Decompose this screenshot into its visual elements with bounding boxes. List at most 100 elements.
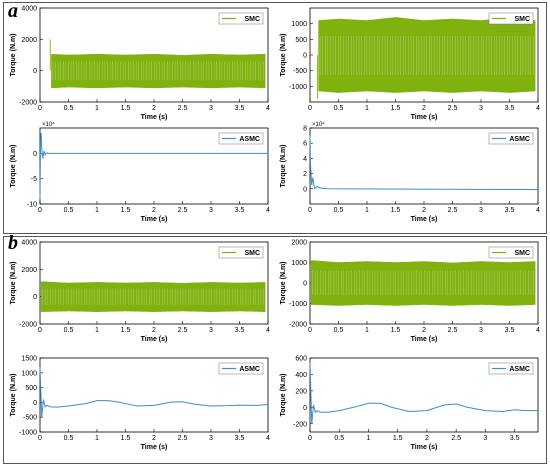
x-tick-label: 0.5 [64,435,74,442]
x-tick-label: 0.5 [64,327,74,334]
series-line-asmc [309,362,538,424]
y-tick-label: 1000 [291,260,307,267]
x-tick-label: 2.5 [178,327,188,334]
x-tick-label: 3.5 [235,327,245,334]
y-tick-label: 8 [303,126,307,133]
y-tick-label: 0 [33,151,37,158]
y-tick-label: 2000 [21,37,37,44]
legend-entry: SMC [514,16,530,23]
y-tick-label: 1000 [21,370,37,377]
legend-entry: SMC [514,250,530,257]
y-axis-label: Torque (N.m) [280,33,287,76]
x-tick-label: 1.5 [391,327,401,334]
x-tick-label: 4 [536,207,540,214]
legend-box [488,246,534,259]
x-tick-label: 3 [209,435,213,442]
x-tick-label: 2.5 [178,105,188,112]
y-tick-label: 400 [295,372,307,379]
legend-box [218,12,264,25]
y-axis-label: Torque (N.m) [10,33,17,76]
y-exponent-label: ×10⁴ [312,121,325,128]
y-tick-label: 6 [303,141,307,148]
x-axis-label: Time (s) [411,336,438,343]
y-tick-label: 2 [303,171,307,178]
y-tick-label: -2000 [289,322,307,329]
chart-b-bottom-left: 0 0.5 1 1.5 2 2.5 3 3.5 4 -1000 -500 0 500 1000 1500 Ti… [10,356,270,452]
x-tick-label: 3 [483,435,487,442]
legend-entry: ASMC [239,366,260,373]
series-line-asmc [39,133,268,199]
x-tick-label: 0 [38,105,42,112]
legend-entry: SMC [244,250,260,257]
y-tick-label: -2000 [19,100,37,107]
x-tick-label: 3.5 [235,207,245,214]
x-tick-label: 2.5 [448,207,458,214]
panel-b-letter: b [8,232,18,254]
x-tick-label: 0 [308,435,312,442]
y-tick-label: 1000 [291,21,307,28]
chart-a-bottom-right: 0 0.5 1 1.5 2 2.5 3 3.5 4 0 2 4 6 8 ×10⁴ Time (s) Torque… [280,121,540,223]
x-tick-label: 1 [95,435,99,442]
y-tick-label: 0 [33,68,37,75]
x-tick-label: 1 [365,327,369,334]
y-tick-label: 200 [295,388,307,395]
y-tick-label: 0 [303,405,307,412]
y-tick-label: 0 [303,281,307,288]
x-tick-label: 0 [38,327,42,334]
x-tick-label: 0 [38,435,42,442]
x-tick-label: 0.5 [334,435,344,442]
x-tick-label: 4 [266,435,270,442]
x-tick-label: 2 [422,207,426,214]
series-line-asmc [39,366,269,418]
panel-a-letter: a [8,0,18,22]
legend-entry: ASMC [239,136,260,143]
y-tick-label: 0 [303,186,307,193]
x-tick-label: 2 [152,105,156,112]
y-tick-label: 500 [295,37,307,44]
x-tick-label: 0.5 [334,207,344,214]
x-tick-label: 2 [422,327,426,334]
x-tick-label: 1 [367,435,371,442]
x-tick-label: 2 [152,327,156,334]
y-tick-label: 4000 [21,6,37,13]
x-tick-label: 3 [479,327,483,334]
x-tick-label: 2.5 [178,207,188,214]
x-tick-label: 2 [425,435,429,442]
x-tick-label: 4 [266,105,270,112]
series-band-smc [51,53,266,89]
legend-box [218,132,264,145]
y-tick-label: 600 [295,356,307,363]
y-tick-label: 4 [303,156,307,163]
x-tick-label: 1 [365,105,369,112]
y-tick-label: -200 [293,421,307,428]
legend-entry: SMC [244,16,260,23]
panel-b-frame [3,236,547,464]
legend-box [488,132,534,145]
x-tick-label: 4 [266,327,270,334]
panel-a-frame [3,2,547,234]
x-tick-label: 0.5 [64,105,74,112]
x-axis-label: Time (s) [141,216,168,223]
legend-box [218,246,264,259]
x-tick-label: 2.5 [448,327,458,334]
y-tick-label: 0 [303,53,307,60]
x-tick-label: 1.5 [121,435,131,442]
chart-a-bottom-left: 0 0.5 1 1.5 2 2.5 3 3.5 4 -10 -5 0 ×10⁴ Time (s) Torqu… [10,121,270,223]
x-tick-label: 2.5 [451,435,461,442]
x-tick-label: 0.5 [334,105,344,112]
series-line-asmc [309,135,539,191]
chart-b-top-right: 0 0.5 1 1.5 2 2.5 3 3.5 4 -2000 -1000 0 1000 2000 Time… [280,240,540,344]
x-axis-label: Time (s) [411,114,438,121]
x-tick-label: 2 [422,105,426,112]
x-tick-label: 2.5 [448,105,458,112]
y-tick-label: 500 [25,385,37,392]
series-band-smc [310,260,536,306]
x-tick-label: 2.5 [178,435,188,442]
x-tick-label: 3.5 [505,207,515,214]
x-tick-label: 1.5 [391,105,401,112]
series-band-smc [40,281,266,312]
